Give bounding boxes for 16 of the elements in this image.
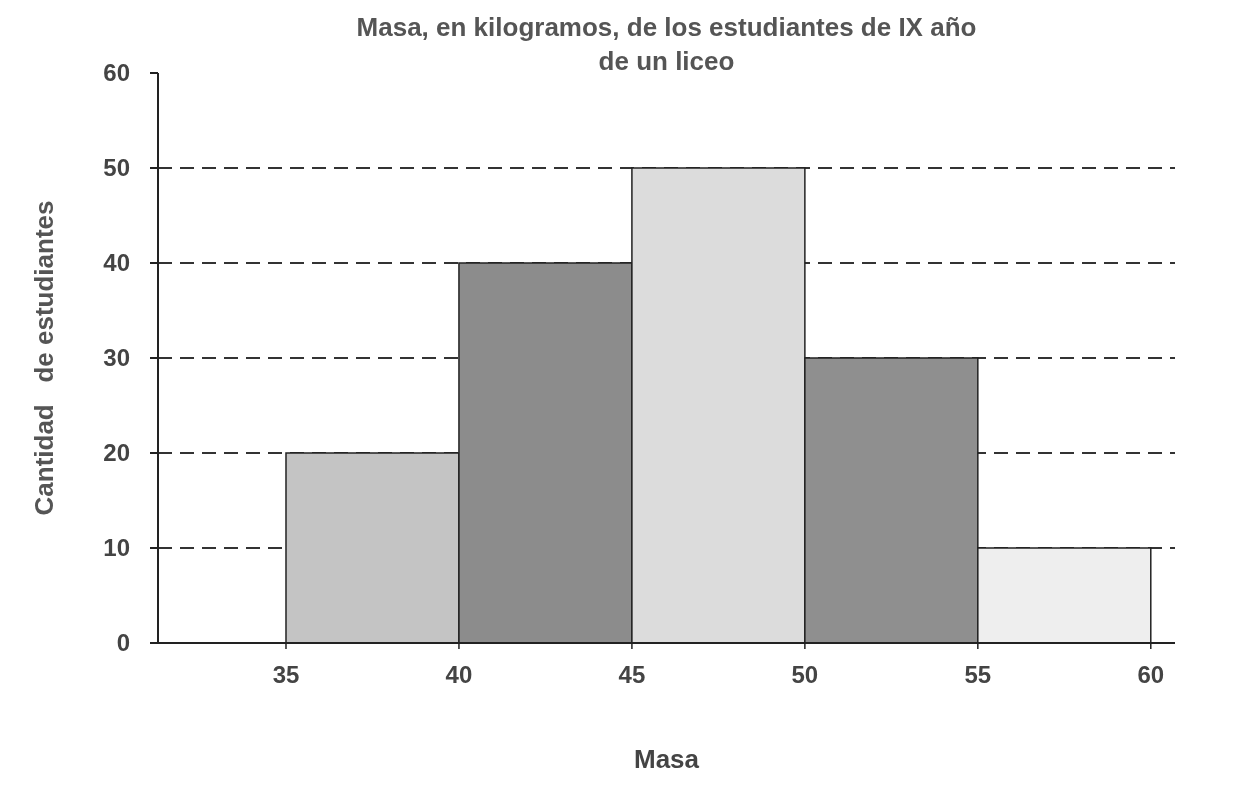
x-axis-title: Masa xyxy=(633,744,700,774)
x-tick-label: 35 xyxy=(272,661,300,688)
x-tick-label: 55 xyxy=(964,661,992,688)
y-axis-title: Cantidad de estudiantes xyxy=(29,200,59,516)
y-tick-label: 40 xyxy=(103,249,130,277)
x-tick-label: 40 xyxy=(445,661,473,688)
x-tick-label: 60 xyxy=(1137,661,1165,688)
y-tick-label: 30 xyxy=(103,344,130,372)
y-tick-label: 60 xyxy=(103,59,130,87)
x-tick-label: 45 xyxy=(618,661,646,688)
chart-title: Masa, en kilogramos, de los estudiantes de IX año de un liceo xyxy=(356,12,977,76)
y-tick-label: 0 xyxy=(116,629,130,657)
y-tick-label: 50 xyxy=(103,154,130,182)
y-tick-label: 20 xyxy=(103,439,130,467)
y-tick-label: 10 xyxy=(103,534,130,562)
x-tick-label: 50 xyxy=(791,661,819,688)
